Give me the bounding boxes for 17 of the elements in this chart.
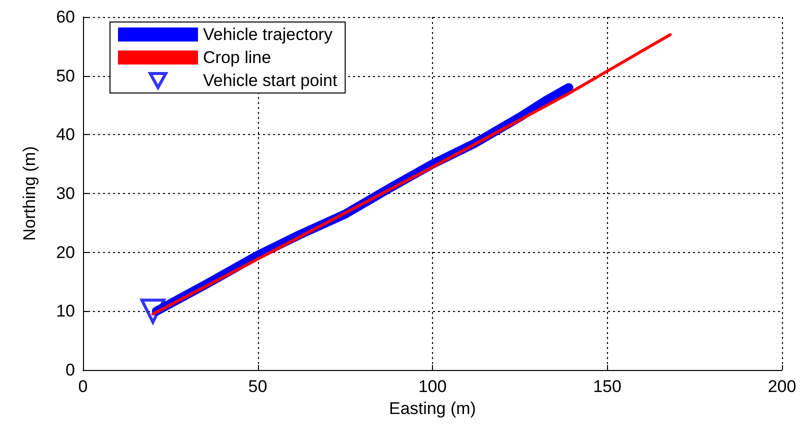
y-axis-title: Northing (m) <box>20 146 39 241</box>
legend-label: Vehicle start point <box>203 71 338 90</box>
x-tick-label: 0 <box>78 377 88 396</box>
x-tick-label: 50 <box>248 377 268 396</box>
x-tick-label: 200 <box>768 377 796 396</box>
x-tick-label: 100 <box>418 377 447 396</box>
y-tick-label: 50 <box>56 66 75 86</box>
y-tick-label: 0 <box>66 360 75 380</box>
y-tick-label: 30 <box>56 184 75 203</box>
legend-label: Crop line <box>203 48 272 67</box>
legend-label: Vehicle trajectory <box>203 25 333 44</box>
y-tick-label: 10 <box>56 302 75 321</box>
x-tick-label: 150 <box>593 377 622 396</box>
x-axis-title: Easting (m) <box>389 399 476 418</box>
y-tick-label: 40 <box>56 125 75 144</box>
y-tick-label: 60 <box>56 8 75 26</box>
y-tick-label: 20 <box>56 242 75 262</box>
